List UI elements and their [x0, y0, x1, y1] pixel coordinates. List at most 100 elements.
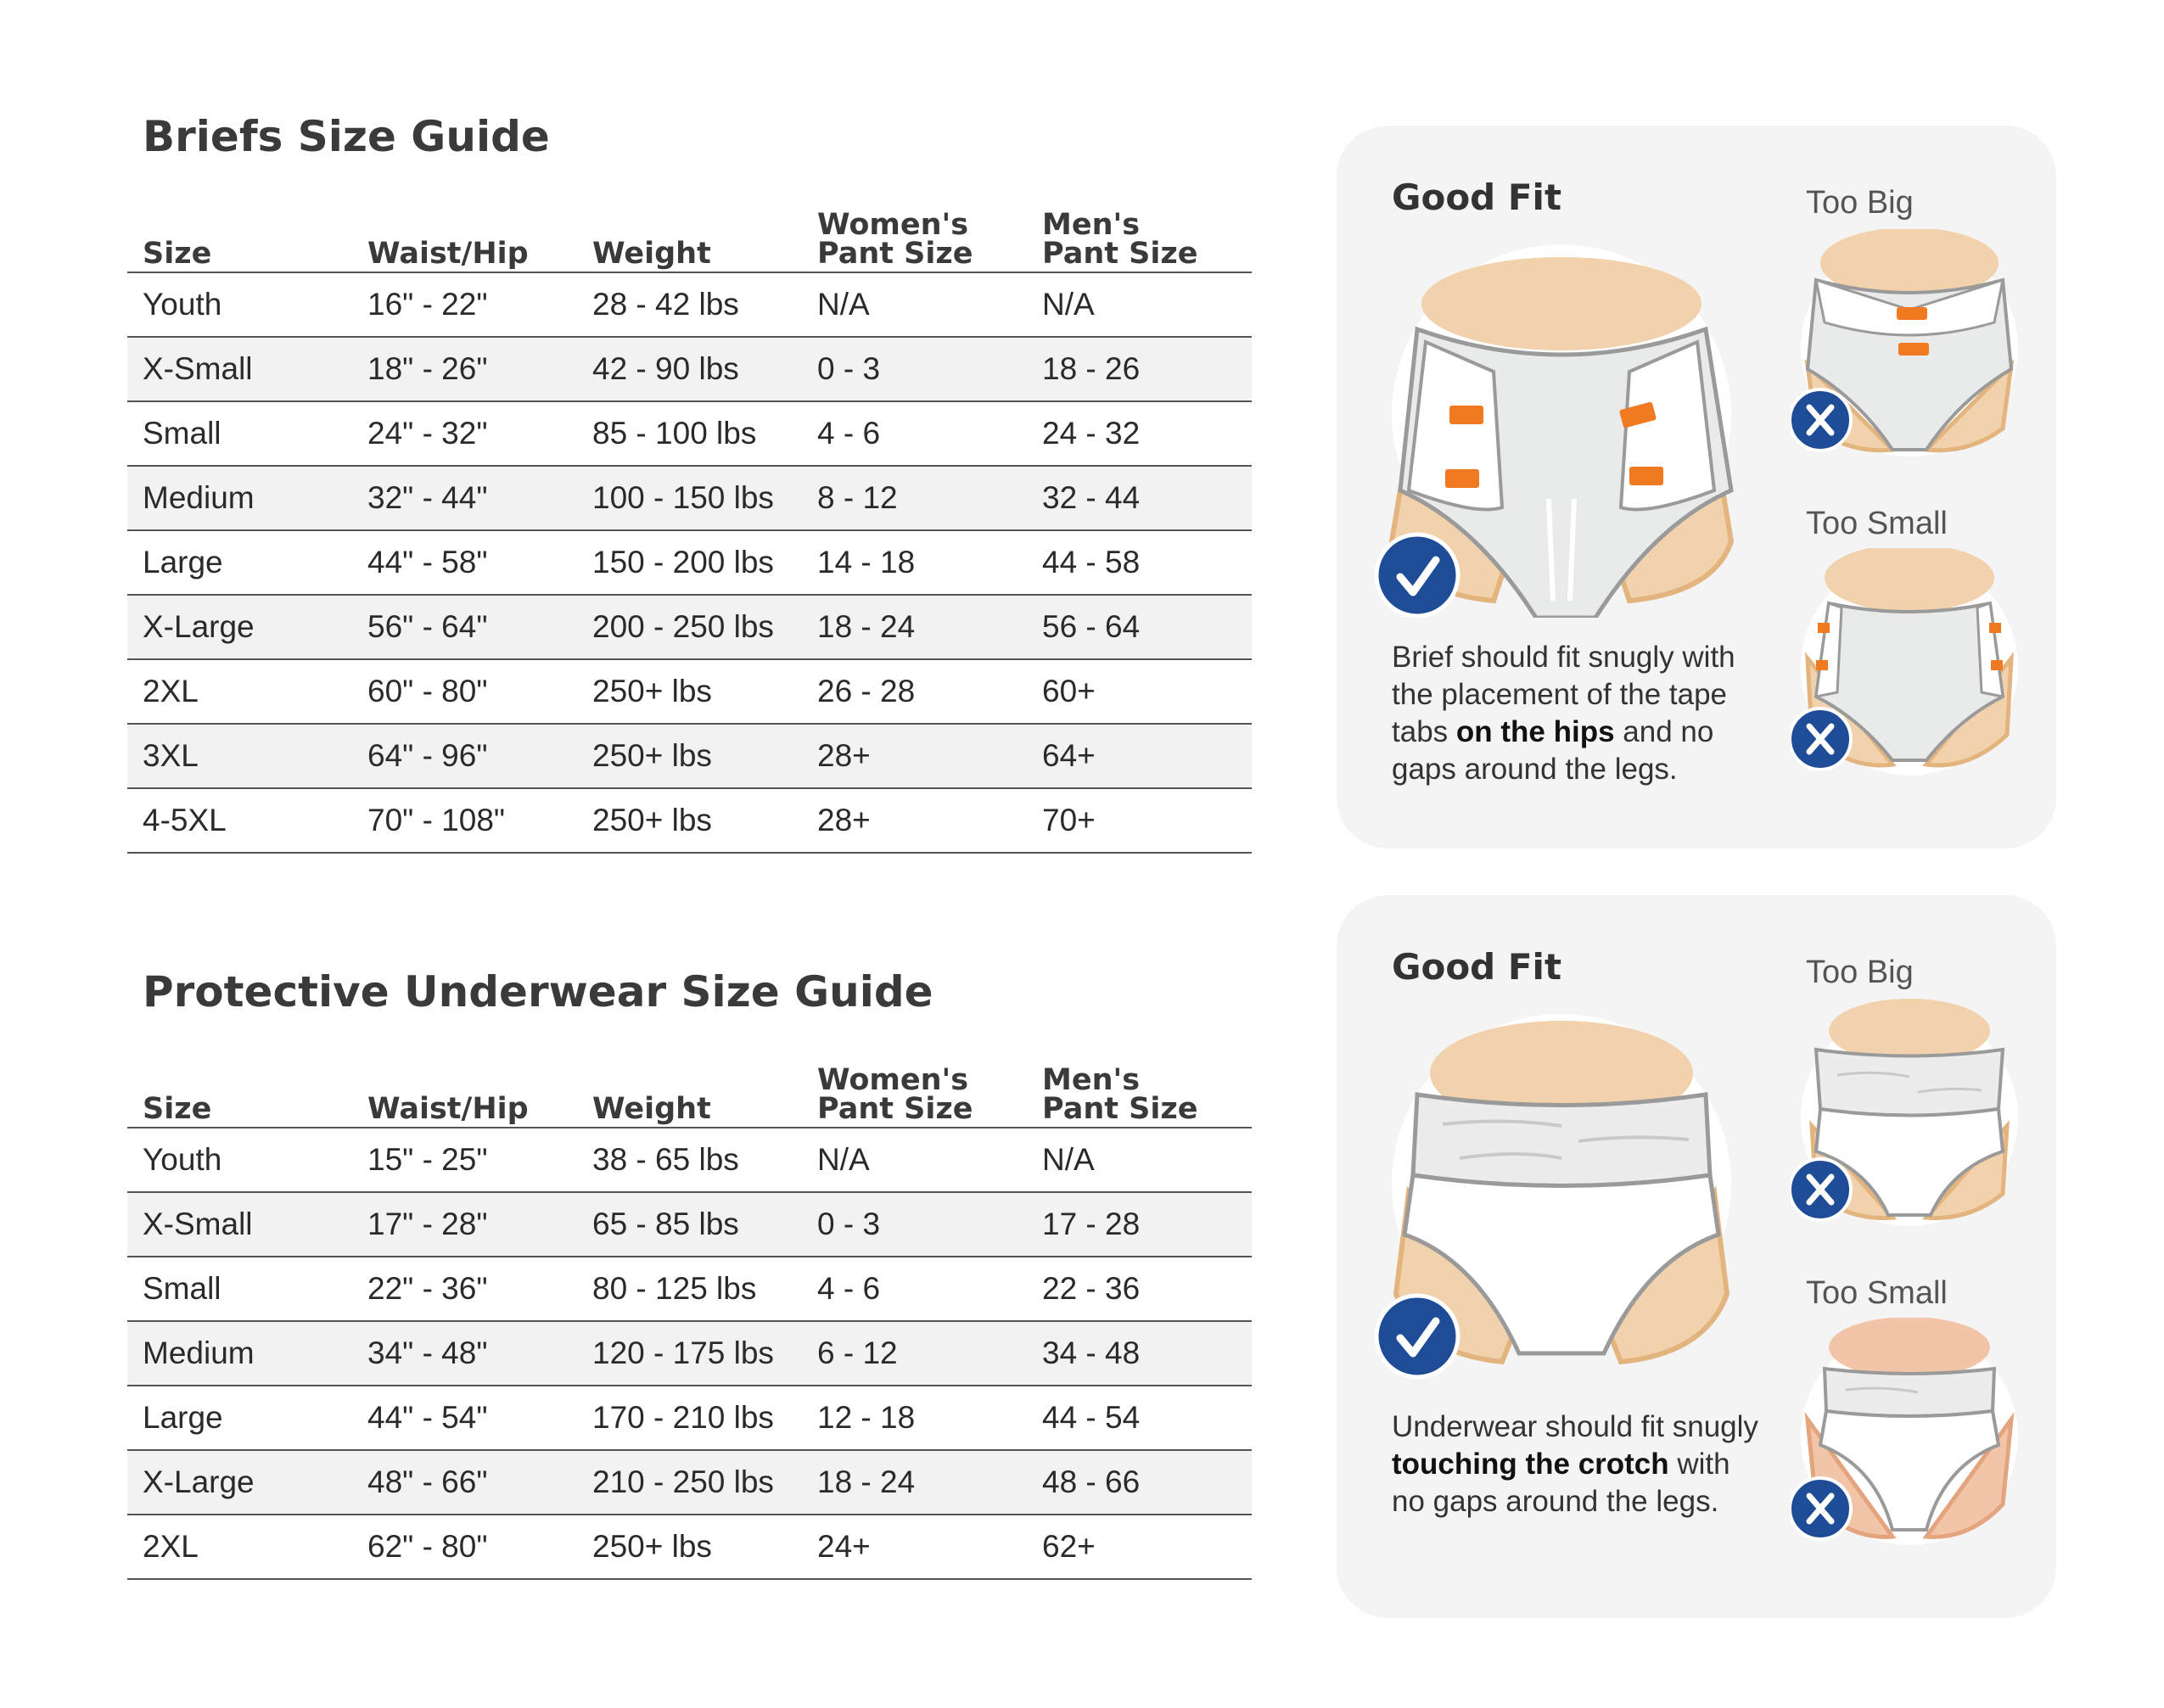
column-header: Men's Pant Size — [1027, 1042, 1252, 1128]
tape-tab — [1989, 623, 2001, 633]
table-cell: 2XL — [127, 659, 352, 725]
table-cell: 18" - 26" — [352, 337, 577, 402]
column-header: Women's Pant Size — [802, 1042, 1027, 1128]
brief-too-big-illustration — [1791, 229, 2018, 456]
table-cell: 4 - 6 — [802, 1257, 1027, 1322]
x-icon — [1791, 1157, 1853, 1222]
table-cell: 22" - 36" — [352, 1257, 577, 1322]
briefs-title: Briefs Size Guide — [143, 112, 550, 161]
table-row: X-Small 18" - 26" 42 - 90 lbs 0 - 3 18 - 26 — [127, 337, 1252, 402]
tape-tab — [1445, 469, 1479, 488]
table-cell: N/A — [802, 272, 1027, 338]
table-row: Large 44" - 58" 150 - 200 lbs 14 - 18 44 - 5… — [127, 530, 1252, 596]
table-row: Youth 15" - 25" 38 - 65 lbs N/A N/A — [127, 1128, 1252, 1193]
column-header: Women's Pant Size — [802, 187, 1027, 273]
table-row: 3XL 64" - 96" 250+ lbs 28+ 64+ — [127, 724, 1252, 789]
table-row: 4-5XL 70" - 108" 250+ lbs 28+ 70+ — [127, 788, 1252, 854]
x-icon — [1791, 707, 1853, 771]
table-cell: 32" - 44" — [352, 466, 577, 531]
too-small-label: Too Small — [1806, 1275, 1948, 1311]
table-header-row: Size Waist/Hip Weight Women's Pant Size Men's… — [127, 187, 1252, 273]
table-row: Youth 16" - 22" 28 - 42 lbs N/A N/A — [127, 272, 1252, 338]
table-cell: 26 - 28 — [802, 659, 1027, 725]
table-cell: 150 - 200 lbs — [577, 530, 802, 596]
brief-good-fit-illustration — [1375, 244, 1735, 618]
column-header: Waist/Hip — [352, 1042, 577, 1128]
underwear-too-big-illustration — [1791, 999, 2018, 1226]
table-cell: Medium — [127, 466, 352, 531]
table-cell: 210 - 250 lbs — [577, 1450, 802, 1515]
column-header: Waist/Hip — [352, 187, 577, 273]
x-icon — [1791, 388, 1853, 452]
tape-tab — [1449, 406, 1483, 424]
tape-tab — [1897, 307, 1927, 320]
table-cell: 62+ — [1027, 1515, 1252, 1580]
table-cell: 18 - 24 — [802, 595, 1027, 660]
table-cell: 56 - 64 — [1027, 595, 1252, 660]
check-icon — [1375, 532, 1460, 618]
table-cell: Small — [127, 401, 352, 467]
table-cell: 18 - 24 — [802, 1450, 1027, 1515]
table-cell: 44" - 58" — [352, 530, 577, 596]
table-cell: 24 - 32 — [1027, 401, 1252, 467]
table-cell: X-Small — [127, 337, 352, 402]
table-cell: 0 - 3 — [802, 337, 1027, 402]
table-cell: 250+ lbs — [577, 1515, 802, 1580]
tape-tab — [1898, 343, 1929, 356]
table-cell: 85 - 100 lbs — [577, 401, 802, 467]
too-big-label: Too Big — [1806, 955, 1914, 990]
table-cell: 170 - 210 lbs — [577, 1386, 802, 1451]
brief-fit-description: Brief should fit snugly with the placeme… — [1392, 641, 1735, 786]
column-header: Size — [127, 187, 352, 273]
tape-tab — [1816, 660, 1828, 670]
table-cell: 60" - 80" — [352, 659, 577, 725]
table-cell: 22 - 36 — [1027, 1257, 1252, 1322]
table-cell: Medium — [127, 1321, 352, 1386]
table-cell: Large — [127, 530, 352, 596]
table-cell: 32 - 44 — [1027, 466, 1252, 531]
tape-tab — [1629, 467, 1663, 485]
table-cell: 4-5XL — [127, 788, 352, 854]
table-row: X-Large 48" - 66" 210 - 250 lbs 18 - 24 48 -… — [127, 1450, 1252, 1515]
table-cell: 48" - 66" — [352, 1450, 577, 1515]
table-row: 2XL 62" - 80" 250+ lbs 24+ 62+ — [127, 1515, 1252, 1580]
table-cell: N/A — [1027, 272, 1252, 338]
tape-tab — [1991, 660, 2003, 670]
table-cell: 62" - 80" — [352, 1515, 577, 1580]
table-cell: 42 - 90 lbs — [577, 337, 802, 402]
table-cell: 2XL — [127, 1515, 352, 1580]
table-cell: 24+ — [802, 1515, 1027, 1580]
table-cell: 8 - 12 — [802, 466, 1027, 531]
table-cell: X-Large — [127, 595, 352, 660]
table-cell: 250+ lbs — [577, 788, 802, 854]
table-cell: 200 - 250 lbs — [577, 595, 802, 660]
table-cell: 0 - 3 — [802, 1192, 1027, 1257]
table-cell: 44 - 58 — [1027, 530, 1252, 596]
column-header: Men's Pant Size — [1027, 187, 1252, 273]
too-small-label: Too Small — [1806, 506, 1948, 541]
underwear-too-small-illustration — [1791, 1318, 2018, 1545]
table-cell: 56" - 64" — [352, 595, 577, 660]
table-cell: 64+ — [1027, 724, 1252, 789]
table-header-row: Size Waist/Hip Weight Women's Pant Size Men's… — [127, 1042, 1252, 1128]
table-cell: 250+ lbs — [577, 659, 802, 725]
table-cell: 28+ — [802, 788, 1027, 854]
brief-fit-panel: Good Fit Too Big Too Small — [1337, 126, 2056, 848]
table-cell: Small — [127, 1257, 352, 1322]
table-row: 2XL 60" - 80" 250+ lbs 26 - 28 60+ — [127, 659, 1252, 725]
table-cell: 6 - 12 — [802, 1321, 1027, 1386]
table-cell: 120 - 175 lbs — [577, 1321, 802, 1386]
table-cell: 70" - 108" — [352, 788, 577, 854]
tape-tab — [1619, 401, 1657, 428]
table-cell: 16" - 22" — [352, 272, 577, 338]
table-cell: 60+ — [1027, 659, 1252, 725]
table-cell: 100 - 150 lbs — [577, 466, 802, 531]
table-cell: N/A — [1027, 1128, 1252, 1193]
underwear-good-fit-illustration — [1375, 1014, 1731, 1380]
table-cell: Youth — [127, 272, 352, 338]
table-cell: 28+ — [802, 724, 1027, 789]
table-cell: 70+ — [1027, 788, 1252, 854]
table-row: Small 24" - 32" 85 - 100 lbs 4 - 6 24 - 32 — [127, 401, 1252, 467]
table-row: Medium 34" - 48" 120 - 175 lbs 6 - 12 34 - 4… — [127, 1321, 1252, 1386]
table-cell: 14 - 18 — [802, 530, 1027, 596]
